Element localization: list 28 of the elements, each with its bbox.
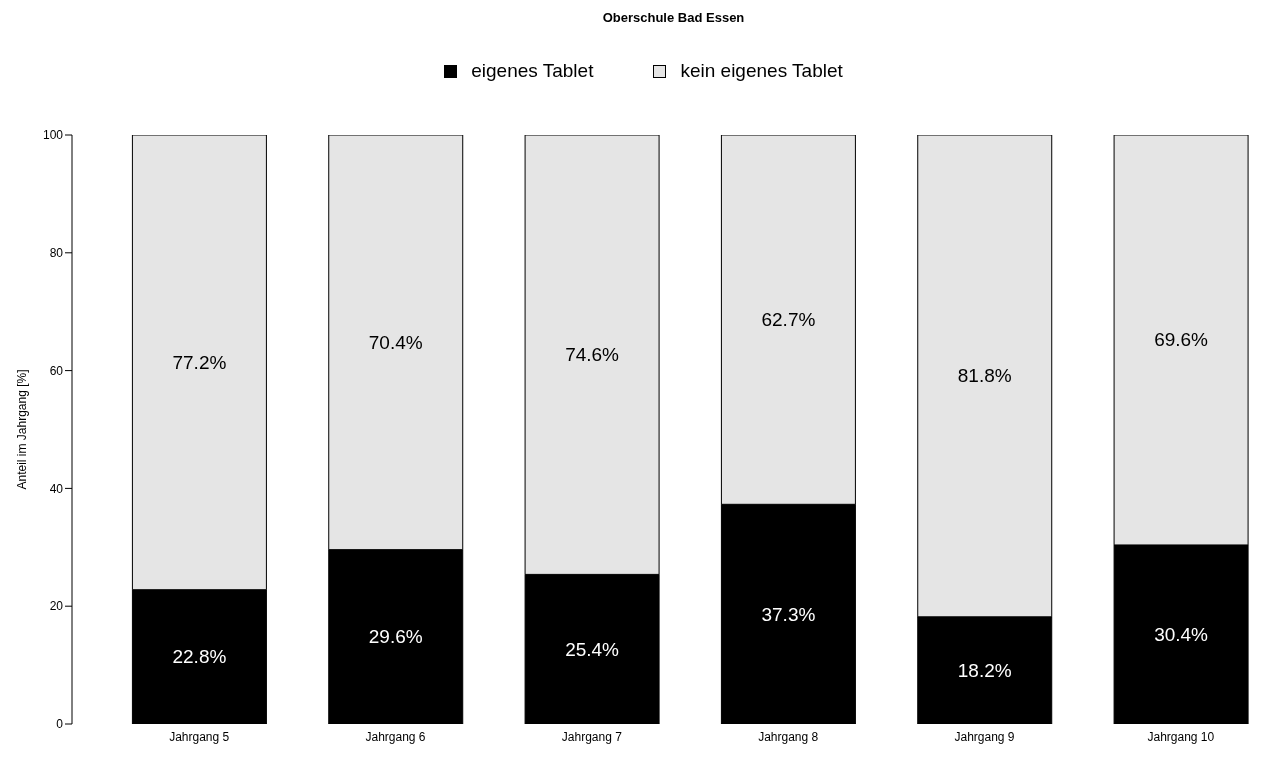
data-label: 62.7%: [761, 309, 816, 331]
x-tick-label: Jahrgang 9: [954, 729, 1015, 744]
data-label: 77.2%: [172, 351, 227, 373]
y-tick-label: 100: [42, 128, 64, 143]
y-tick-label: 0: [56, 717, 64, 732]
data-label: 22.8%: [172, 646, 227, 668]
legend-label: kein eigenes Tablet: [680, 60, 843, 82]
data-label: 25.4%: [565, 638, 620, 660]
legend-label: eigenes Tablet: [471, 60, 594, 82]
y-tick-label: 20: [49, 599, 64, 614]
data-label: 18.2%: [957, 659, 1012, 681]
x-tick-label: Jahrgang 6: [365, 729, 426, 744]
y-tick-label: 40: [49, 481, 64, 496]
data-label: 30.4%: [1154, 623, 1209, 645]
x-tick-label: Jahrgang 7: [561, 729, 623, 744]
data-label: 70.4%: [368, 331, 423, 353]
x-tick-label: Jahrgang 8: [758, 729, 819, 744]
y-axis-title: Anteil im Jahrgang [%]: [15, 369, 30, 490]
x-tick-label: Jahrgang 5: [169, 729, 230, 744]
chart-title: Oberschule Bad Essen: [601, 9, 746, 27]
data-label: 81.8%: [957, 365, 1012, 387]
data-label: 74.6%: [565, 344, 620, 366]
y-tick-label: 80: [49, 246, 64, 261]
data-label: 29.6%: [368, 626, 423, 648]
data-label: 37.3%: [761, 603, 816, 625]
x-tick-label: Jahrgang 10: [1147, 729, 1215, 744]
data-label: 69.6%: [1154, 329, 1209, 351]
y-tick-label: 60: [49, 363, 64, 378]
